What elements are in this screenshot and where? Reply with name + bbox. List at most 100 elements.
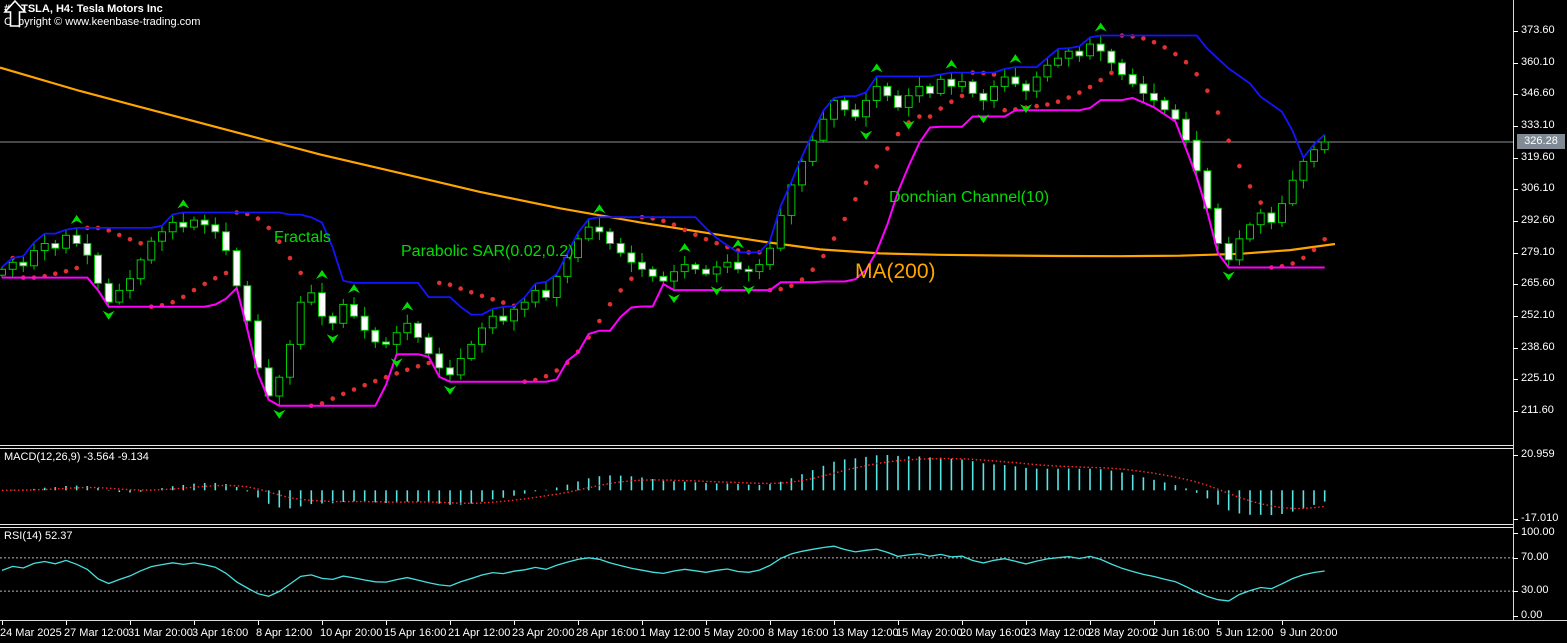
panel-splitter[interactable]	[0, 445, 1513, 449]
current-price-badge: 326.28	[1517, 134, 1565, 149]
time-axis-label: 24 Mar 2025	[0, 627, 62, 639]
price-axis-label: 346.60	[1521, 87, 1555, 100]
rsi-scale-label: 70.00	[1521, 550, 1549, 563]
price-axis-label: 319.60	[1521, 150, 1555, 163]
time-axis-tick	[642, 621, 643, 625]
price-axis-tick	[1513, 411, 1518, 412]
time-axis-tick	[898, 621, 899, 625]
time-axis-label: 21 Apr 12:00	[448, 627, 511, 639]
price-axis-tick	[1513, 284, 1518, 286]
rsi-axis-tick	[1513, 591, 1518, 593]
price-axis-label: 306.10	[1521, 182, 1555, 195]
time-axis-tick	[514, 621, 515, 625]
time-axis-label: 8 May 16:00	[768, 627, 829, 639]
macd-scale-min: -17.010	[1521, 512, 1559, 524]
price-axis-tick	[1513, 189, 1518, 191]
price-axis-tick	[1513, 126, 1518, 127]
price-chart-canvas[interactable]	[0, 0, 1513, 445]
chart-symbol-title: #S-TSLA, H4: Tesla Motors Inc	[4, 3, 163, 15]
fractals-label: Fractals	[274, 229, 331, 246]
price-axis-tick	[1513, 221, 1518, 222]
time-axis-label: 23 Apr 20:00	[512, 627, 575, 639]
price-axis-label: 252.10	[1521, 309, 1555, 321]
time-axis-tick	[322, 621, 323, 625]
price-axis[interactable]: 373.60 360.10 346.60 333.10 319.60 306.10 292.…	[1513, 0, 1567, 643]
macd-scale-max: 20.959	[1521, 448, 1555, 460]
time-axis-label: 28 May 20:00	[1088, 627, 1155, 639]
macd-label: MACD(12,26,9) -3.564 -9.134	[4, 451, 149, 463]
time-axis-label: 13 May 12:00	[832, 627, 899, 639]
price-axis-tick	[1513, 347, 1518, 349]
rsi-axis-tick	[1513, 557, 1518, 559]
price-axis-tick	[1513, 31, 1518, 32]
price-axis-label: 333.10	[1521, 119, 1555, 131]
time-axis-label: 8 Apr 12:00	[256, 627, 313, 639]
macd-axis-tick	[1513, 519, 1518, 520]
price-axis-label: 292.60	[1521, 214, 1555, 226]
rsi-axis-tick	[1513, 616, 1518, 617]
rsi-chart-canvas[interactable]	[0, 528, 1513, 620]
time-axis-tick	[258, 621, 259, 625]
time-axis-tick	[834, 621, 835, 625]
time-axis-label: 10 Apr 20:00	[320, 627, 383, 639]
time-axis-tick	[1026, 621, 1027, 625]
rsi-scale-label: 100.00	[1521, 526, 1555, 538]
price-axis-tick	[1513, 316, 1518, 317]
ma200-label: MA(200)	[855, 260, 936, 283]
time-axis-tick	[578, 621, 579, 625]
price-axis-separator	[1513, 0, 1514, 620]
donchian-channel-label: Donchian Channel(10)	[889, 189, 1050, 206]
time-axis-tick	[706, 621, 707, 625]
price-panel[interactable]: #S-TSLA, H4: Tesla Motors Inc Copyright …	[0, 0, 1513, 445]
time-axis-tick	[450, 621, 451, 625]
price-axis-label: 279.10	[1521, 245, 1555, 258]
macd-chart-canvas[interactable]	[0, 449, 1513, 524]
time-axis-tick	[194, 621, 195, 625]
chart-copyright: Copyright © www.keenbase-trading.com	[4, 16, 201, 28]
parabolic-sar-label: Parabolic SAR(0.02,0.2)	[401, 243, 574, 260]
time-axis-label: 28 Apr 16:00	[576, 627, 639, 639]
price-axis-tick	[1513, 94, 1518, 96]
time-axis-label: 5 May 20:00	[704, 627, 765, 639]
time-axis-label: 1 May 12:00	[640, 627, 701, 639]
time-axis-label: 31 Mar 20:00	[128, 627, 193, 639]
up-arrow-icon[interactable]	[0, 0, 30, 28]
time-axis-tick	[1282, 621, 1283, 625]
time-axis-label: 20 May 16:00	[960, 627, 1027, 639]
time-axis-label: 9 Jun 20:00	[1280, 627, 1338, 639]
time-axis-separator	[0, 620, 1567, 621]
rsi-scale-label: 0.00	[1521, 609, 1543, 621]
time-axis-tick	[386, 621, 387, 625]
price-axis-label: 238.60	[1521, 340, 1555, 353]
price-axis-tick	[1513, 252, 1518, 254]
rsi-label: RSI(14) 52.37	[4, 530, 73, 542]
time-axis-tick	[2, 621, 3, 625]
price-axis-tick	[1513, 157, 1518, 159]
price-axis-label: 360.10	[1521, 55, 1555, 68]
time-axis-tick	[1154, 621, 1155, 625]
time-axis-tick	[770, 621, 771, 625]
time-axis-label: 27 Mar 12:00	[64, 627, 129, 639]
time-axis-tick	[130, 621, 131, 625]
price-axis-label: 373.60	[1521, 24, 1555, 36]
time-axis-tick	[962, 621, 963, 625]
time-axis-label: 15 May 20:00	[896, 627, 963, 639]
time-axis-label: 2 Jun 16:00	[1152, 627, 1210, 639]
rsi-axis-tick	[1513, 533, 1518, 534]
rsi-panel[interactable]: RSI(14) 52.37	[0, 528, 1513, 620]
time-axis-label: 23 May 12:00	[1024, 627, 1091, 639]
time-axis[interactable]: 24 Mar 2025 27 Mar 12:00 31 Mar 20:00 3 Apr…	[0, 621, 1567, 643]
macd-axis-tick	[1513, 455, 1518, 456]
price-axis-tick	[1513, 379, 1518, 381]
time-axis-label: 5 Jun 12:00	[1216, 627, 1274, 639]
rsi-scale-label: 30.00	[1521, 584, 1549, 597]
panel-splitter[interactable]	[0, 524, 1513, 528]
price-axis-label: 225.10	[1521, 372, 1555, 385]
price-axis-tick	[1513, 62, 1518, 64]
time-axis-tick	[1090, 621, 1091, 625]
time-axis-tick	[66, 621, 67, 625]
time-axis-label: 3 Apr 16:00	[192, 627, 249, 639]
macd-panel[interactable]: MACD(12,26,9) -3.564 -9.134	[0, 449, 1513, 524]
time-axis-label: 15 Apr 16:00	[384, 627, 447, 639]
